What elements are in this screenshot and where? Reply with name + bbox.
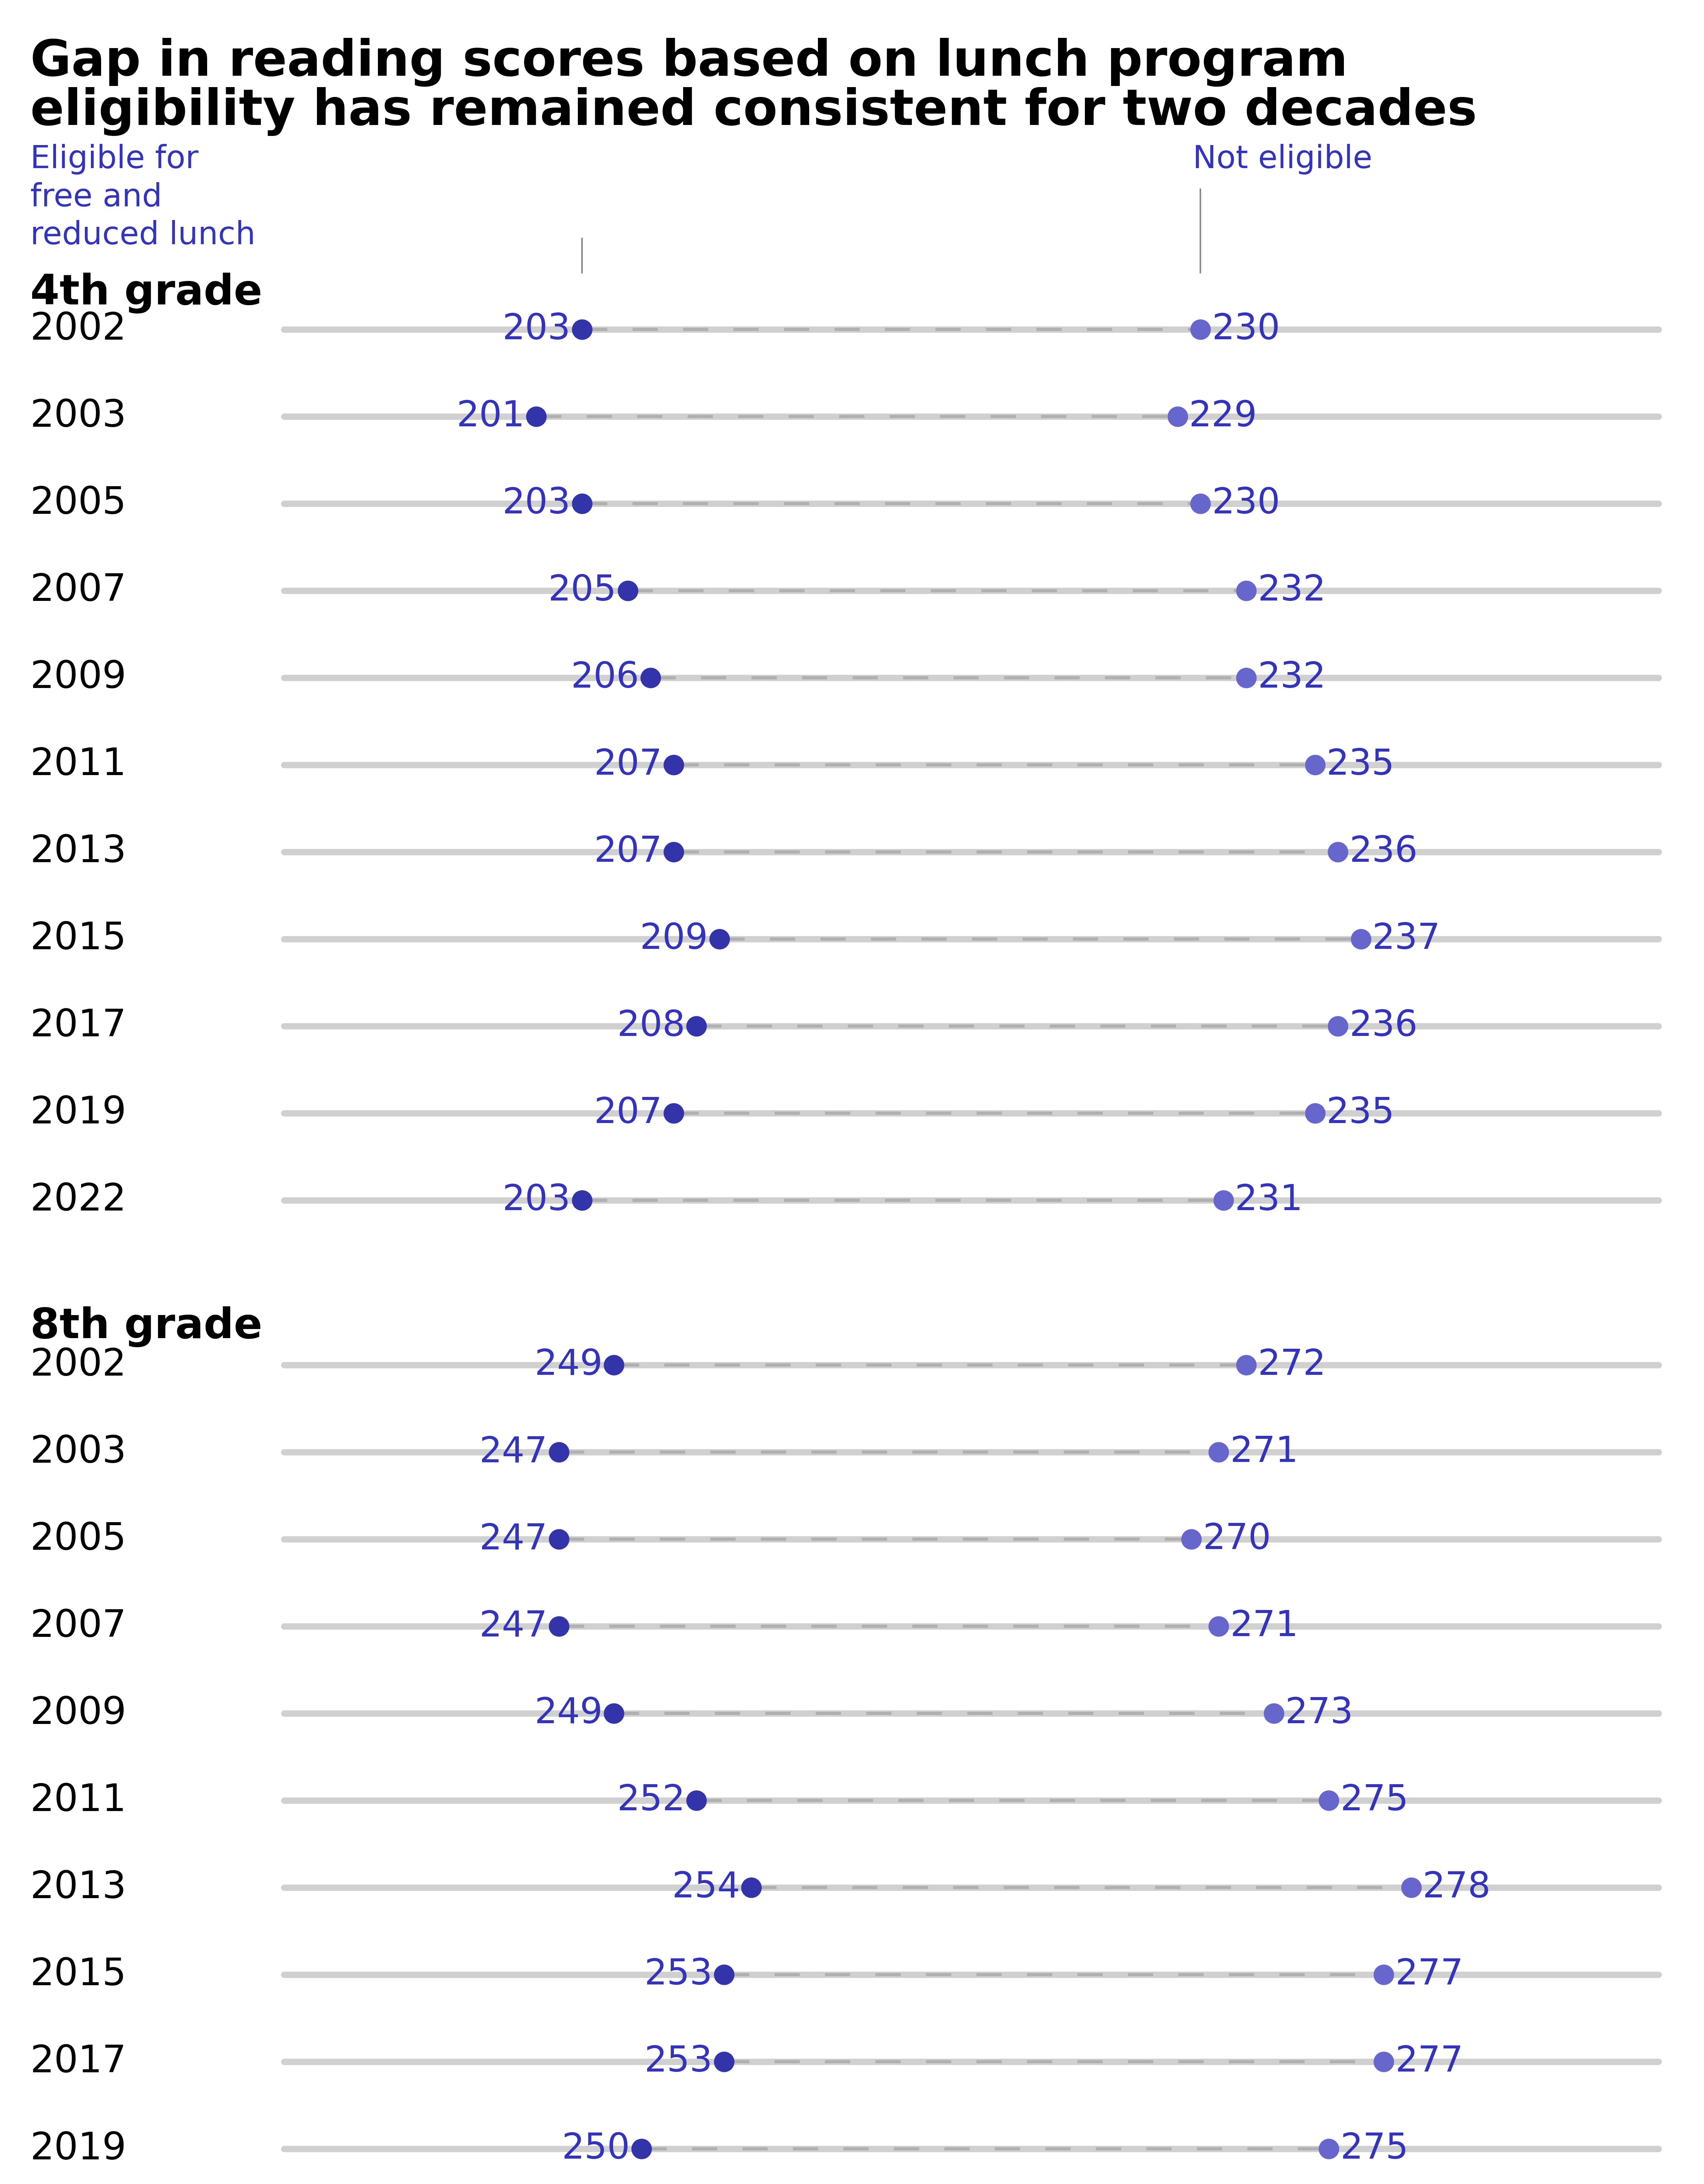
Text: 2013: 2013 <box>31 1870 126 1907</box>
Text: 209: 209 <box>639 922 707 957</box>
Text: 4th grade: 4th grade <box>31 273 262 314</box>
Text: 249: 249 <box>535 1697 603 1730</box>
Text: 229: 229 <box>1189 400 1258 435</box>
Text: 2019: 2019 <box>31 1094 126 1131</box>
Text: 247: 247 <box>479 1522 547 1557</box>
Text: 2017: 2017 <box>31 2044 126 2079</box>
Text: 2019: 2019 <box>31 2129 126 2167</box>
Text: 2013: 2013 <box>31 834 126 869</box>
Text: 8th grade: 8th grade <box>31 1306 262 1348</box>
Text: 2011: 2011 <box>31 747 126 784</box>
Text: 207: 207 <box>593 1096 663 1131</box>
Text: 2002: 2002 <box>31 1348 126 1382</box>
Text: 278: 278 <box>1423 1870 1491 1904</box>
Text: 231: 231 <box>1235 1184 1304 1219</box>
Text: 275: 275 <box>1339 1782 1408 1817</box>
Text: 247: 247 <box>479 1610 547 1645</box>
Text: 236: 236 <box>1350 1009 1418 1044</box>
Text: 2022: 2022 <box>31 1182 126 1219</box>
Text: 203: 203 <box>503 1184 571 1219</box>
Text: 2017: 2017 <box>31 1007 126 1044</box>
Text: 2007: 2007 <box>31 572 126 609</box>
Text: 277: 277 <box>1396 1957 1464 1992</box>
Text: 2009: 2009 <box>31 1695 126 1732</box>
Text: 232: 232 <box>1258 572 1326 607</box>
Text: 249: 249 <box>535 1348 603 1382</box>
Text: 201: 201 <box>457 400 525 435</box>
Text: 206: 206 <box>571 660 639 695</box>
Text: 2003: 2003 <box>31 1433 126 1470</box>
Text: 273: 273 <box>1285 1697 1353 1730</box>
Text: 232: 232 <box>1258 660 1326 695</box>
Text: 277: 277 <box>1396 2044 1464 2079</box>
Text: Not eligible: Not eligible <box>1193 144 1372 175</box>
Text: eligibility has remained consistent for two decades: eligibility has remained consistent for … <box>31 87 1477 135</box>
Text: 2007: 2007 <box>31 1607 126 1645</box>
Text: 270: 270 <box>1203 1522 1271 1557</box>
Text: 252: 252 <box>617 1782 685 1817</box>
Text: 208: 208 <box>617 1009 685 1044</box>
Text: 203: 203 <box>503 312 571 347</box>
Text: 2015: 2015 <box>31 1957 126 1994</box>
Text: 247: 247 <box>479 1435 547 1470</box>
Text: 236: 236 <box>1350 834 1418 869</box>
Text: 235: 235 <box>1326 747 1394 782</box>
Text: 253: 253 <box>644 2044 712 2079</box>
Text: 2015: 2015 <box>31 922 126 957</box>
Text: 205: 205 <box>549 572 617 607</box>
Text: 2003: 2003 <box>31 397 126 435</box>
Text: 2005: 2005 <box>31 485 126 522</box>
Text: 230: 230 <box>1212 312 1280 347</box>
Text: 2009: 2009 <box>31 660 126 697</box>
Text: Gap in reading scores based on lunch program: Gap in reading scores based on lunch pro… <box>31 37 1348 87</box>
Text: 254: 254 <box>671 1870 740 1904</box>
Text: 250: 250 <box>562 2132 630 2167</box>
Text: 230: 230 <box>1212 487 1280 522</box>
Text: 237: 237 <box>1372 922 1440 957</box>
Text: 253: 253 <box>644 1957 712 1992</box>
Text: 207: 207 <box>593 747 663 782</box>
Text: 272: 272 <box>1258 1348 1326 1382</box>
Text: Eligible for
free and
reduced lunch: Eligible for free and reduced lunch <box>31 144 256 251</box>
Text: 2005: 2005 <box>31 1520 126 1557</box>
Text: 2002: 2002 <box>31 310 126 347</box>
Text: 271: 271 <box>1230 1435 1298 1470</box>
Text: 271: 271 <box>1230 1610 1298 1645</box>
Text: 207: 207 <box>593 834 663 869</box>
Text: 203: 203 <box>503 487 571 522</box>
Text: 275: 275 <box>1339 2132 1408 2167</box>
Text: 235: 235 <box>1326 1096 1394 1131</box>
Text: 2011: 2011 <box>31 1782 126 1819</box>
